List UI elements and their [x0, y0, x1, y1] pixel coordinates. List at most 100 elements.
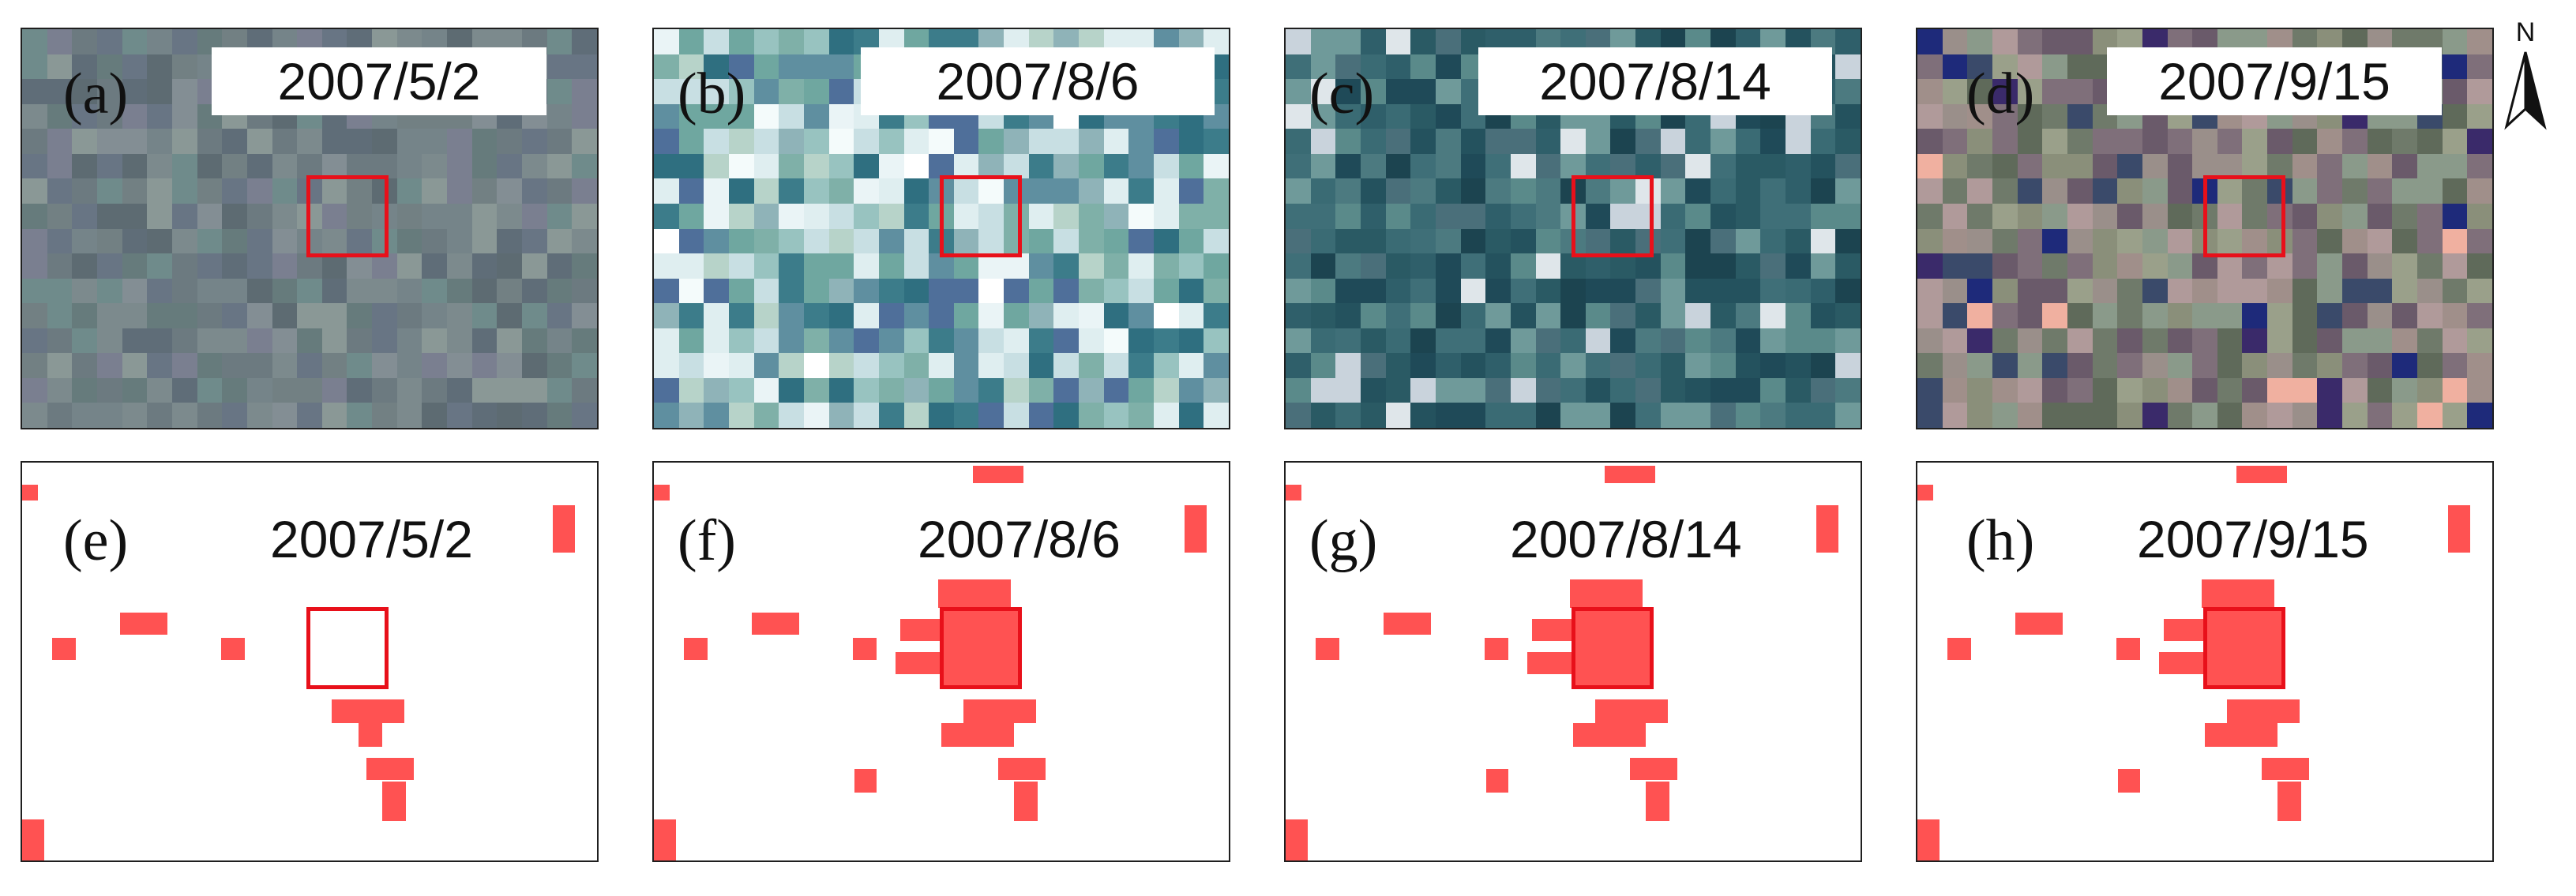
pixel-tile: [803, 303, 829, 328]
pixel-tile: [878, 328, 904, 354]
pixel-tile: [2017, 54, 2043, 80]
focus-pixel-box: [2203, 175, 2285, 257]
pixel-tile: [1385, 129, 1411, 154]
pixel-tile: [753, 328, 779, 354]
pixel-tile: [1460, 178, 1486, 204]
pixel-tile: [1103, 303, 1129, 328]
pixel-tile: [753, 303, 779, 328]
pixel-tile: [72, 278, 97, 304]
pixel-tile: [47, 103, 73, 129]
pixel-tile: [1286, 178, 1311, 204]
pixel-tile: [1710, 278, 1736, 304]
pixel-tile: [2167, 253, 2193, 279]
pixel-tile: [2217, 253, 2243, 279]
pixel-tile: [2092, 353, 2118, 378]
pixel-tile: [47, 54, 73, 80]
focus-pixel-box: [306, 607, 389, 689]
pixel-tile: [1335, 103, 1361, 129]
pixel-tile: [1967, 129, 1992, 154]
north-arrow-icon: N: [2504, 17, 2547, 130]
pixel-tile: [96, 278, 122, 304]
pixel-tile: [1310, 153, 1336, 179]
pixel-tile: [2067, 29, 2093, 54]
pixel-tile: [1610, 377, 1636, 403]
pixel-tile: [2067, 203, 2093, 229]
pixel-tile: [1460, 353, 1486, 378]
pixel-tile: [1535, 178, 1561, 204]
pixel-tile: [2242, 353, 2268, 378]
pixel-tile: [272, 377, 298, 403]
pixel-tile: [1660, 153, 1686, 179]
pixel-tile: [1028, 278, 1054, 304]
pixel-tile: [753, 353, 779, 378]
pixel-tile: [1917, 79, 1943, 104]
pixel-tile: [396, 178, 422, 204]
pixel-tile: [1435, 253, 1461, 279]
pixel-tile: [1510, 178, 1536, 204]
pixel-tile: [197, 328, 223, 354]
pixel-tile: [1635, 377, 1661, 403]
pixel-tile: [1335, 54, 1361, 80]
pixel-tile: [47, 328, 73, 354]
pixel-tile: [2467, 328, 2492, 354]
pixel-tile: [2042, 377, 2067, 403]
pixel-tile: [1286, 377, 1311, 403]
pixel-tile: [22, 203, 47, 229]
pixel-tile: [1660, 303, 1686, 328]
pixel-tile: [953, 253, 979, 279]
pixel-tile: [96, 54, 122, 80]
pixel-tile: [1992, 228, 2018, 254]
pixel-tile: [2092, 403, 2118, 428]
pixel-tile: [1178, 377, 1204, 403]
pixel-tile: [2067, 377, 2093, 403]
pixel-tile: [447, 278, 472, 304]
pixel-tile: [147, 153, 172, 179]
pixel-tile: [878, 228, 904, 254]
pixel-tile: [471, 278, 498, 304]
detected-pixel-block: [1917, 485, 1933, 500]
pixel-tile: [2292, 403, 2318, 428]
pixel-tile: [2267, 178, 2292, 204]
pixel-tile: [2167, 377, 2193, 403]
pixel-tile: [96, 29, 122, 54]
date-label: 2007/9/15: [2107, 47, 2442, 115]
pixel-tile: [1485, 203, 1511, 229]
pixel-tile: [197, 403, 223, 428]
pixel-tile: [779, 54, 804, 80]
detected-pixel-block: [1014, 782, 1038, 821]
pixel-tile: [1660, 353, 1686, 378]
pixel-tile: [1410, 129, 1436, 154]
pixel-tile: [396, 278, 422, 304]
pixel-tile: [1286, 54, 1311, 80]
pixel-tile: [171, 203, 197, 229]
pixel-tile: [654, 29, 679, 54]
pixel-tile: [2217, 153, 2243, 179]
pixel-tile: [22, 79, 47, 104]
pixel-tile: [47, 203, 73, 229]
pixel-tile: [1635, 303, 1661, 328]
pixel-tile: [728, 178, 754, 204]
pixel-tile: [1786, 403, 1811, 428]
pixel-tile: [471, 253, 498, 279]
pixel-tile: [1128, 153, 1155, 179]
pixel-tile: [546, 203, 573, 229]
pixel-tile: [22, 228, 47, 254]
pixel-tile: [2217, 203, 2243, 229]
pixel-tile: [2217, 228, 2243, 254]
pixel-tile: [1917, 103, 1943, 129]
pixel-tile: [2417, 403, 2443, 428]
pixel-tile: [1485, 278, 1511, 304]
pixel-tile: [2217, 403, 2243, 428]
pixel-tile: [546, 278, 573, 304]
pixel-tile: [929, 303, 954, 328]
pixel-tile: [2467, 253, 2492, 279]
pixel-tile: [2417, 153, 2443, 179]
pixel-tile: [1128, 178, 1155, 204]
pixel-tile: [2142, 278, 2168, 304]
pixel-tile: [2017, 228, 2043, 254]
pixel-tile: [1410, 153, 1436, 179]
pixel-tile: [1917, 353, 1943, 378]
pixel-tile: [1685, 178, 1711, 204]
pixel-tile: [2167, 328, 2193, 354]
pixel-tile: [1735, 303, 1761, 328]
